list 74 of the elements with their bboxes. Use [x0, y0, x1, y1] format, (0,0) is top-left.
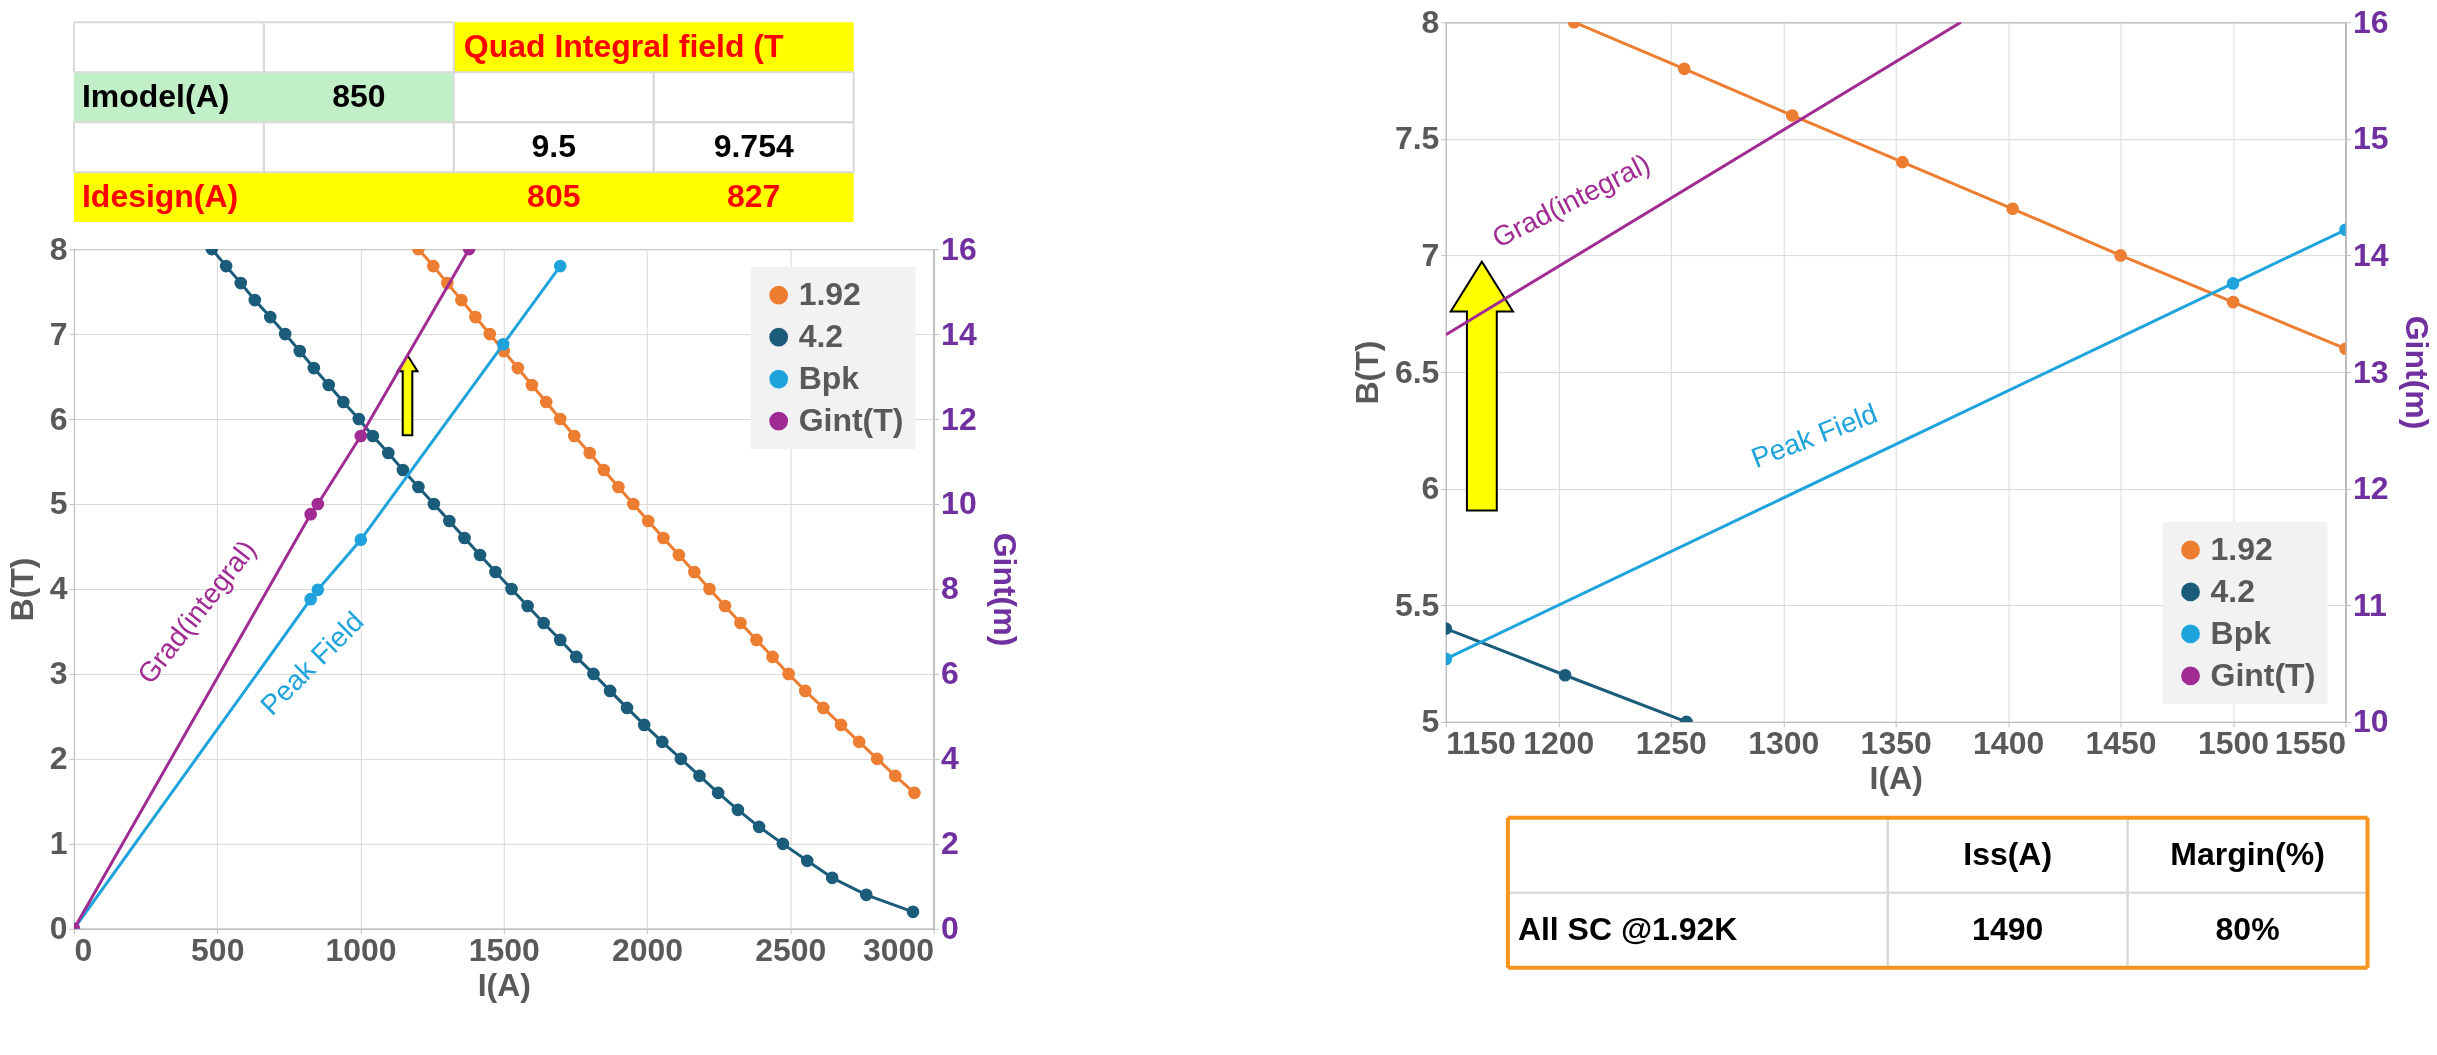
x-tick-label: 1500: [2197, 725, 2270, 762]
text: Margin(%): [2170, 835, 2325, 872]
text: Quad Integral field (T: [463, 28, 784, 65]
x-tick-label: 3000: [862, 932, 935, 969]
y2-tick-label: 10: [2352, 703, 2389, 740]
y2-tick-label: 11: [2352, 586, 2387, 623]
y2-tick-label: 16: [2352, 3, 2389, 40]
y-tick-label: 8: [49, 230, 68, 267]
y2-axis-title: Gint(m): [2398, 315, 2435, 430]
y2-tick-label: 14: [2352, 236, 2389, 273]
legend-label: Gint(T): [798, 402, 904, 439]
x-tick-label: 0: [74, 932, 93, 969]
x-tick-label: 1250: [1635, 725, 1707, 762]
text: 827: [727, 178, 781, 215]
y2-tick-label: 2: [941, 825, 959, 862]
text: 850: [332, 78, 386, 115]
x-tick-label: 1450: [2085, 725, 2157, 762]
legend-label: Bpk: [798, 360, 860, 397]
y2-tick-label: 8: [941, 570, 959, 607]
y-tick-label: 6: [1421, 470, 1440, 507]
y2-tick-label: 4: [941, 740, 960, 777]
y2-tick-label: 6: [941, 655, 959, 692]
x-tick-label: 1150: [1446, 725, 1516, 762]
y2-tick-label: 16: [941, 230, 977, 267]
y-tick-label: 4: [49, 570, 68, 607]
y2-tick-label: 12: [941, 400, 977, 437]
text: Idesign(A): [81, 178, 239, 215]
legend-label: Gint(T): [2210, 656, 2316, 693]
x-tick-label: 500: [191, 932, 245, 969]
y-tick-label: 5: [49, 485, 68, 522]
legend-label: 1.92: [798, 276, 861, 313]
x-tick-label: 1300: [1748, 725, 1820, 762]
text: Iss(A): [1963, 835, 2053, 872]
x-tick-label: 1200: [1523, 725, 1595, 762]
legend-label: 1.92: [2210, 530, 2273, 567]
y-tick-label: 7.5: [1394, 120, 1440, 157]
y2-tick-label: 12: [2352, 470, 2389, 507]
y2-tick-label: 15: [2352, 120, 2389, 157]
y-tick-label: 5.5: [1394, 586, 1440, 623]
y-tick-label: 6: [49, 400, 68, 437]
y-tick-label: 2: [49, 740, 68, 777]
text: 9.754: [713, 128, 794, 165]
y-tick-label: 8: [1421, 3, 1440, 40]
y2-tick-label: 14: [941, 315, 977, 352]
legend-label: 4.2: [798, 318, 844, 355]
legend-label: 4.2: [2210, 572, 2255, 609]
y-tick-label: 5: [1421, 703, 1440, 740]
y-tick-label: 7: [1421, 236, 1440, 273]
y-tick-label: 6.5: [1394, 353, 1440, 390]
x-axis-title: I(A): [1869, 760, 1923, 797]
y2-axis-title: Gint(m): [986, 532, 1023, 647]
y2-tick-label: 13: [2352, 353, 2389, 390]
text: 80%: [2215, 910, 2280, 947]
y-axis-title: B(T): [1348, 340, 1385, 405]
text: 805: [527, 178, 581, 215]
y2-tick-label: 10: [941, 485, 977, 522]
x-tick-label: 1400: [1973, 725, 2045, 762]
text: 9.5: [531, 128, 576, 165]
y-tick-label: 3: [49, 655, 68, 692]
annotation: Peak Field: [1746, 397, 1882, 474]
x-tick-label: 1350: [1860, 725, 1932, 762]
text: All SC @1.92K: [1517, 910, 1738, 947]
text: Imodel(A): [81, 78, 230, 115]
x-axis-title: I(A): [477, 967, 531, 1004]
x-tick-label: 2500: [755, 932, 827, 969]
x-tick-label: 1500: [468, 932, 540, 969]
legend-label: Bpk: [2210, 614, 2272, 651]
y-tick-label: 1: [49, 825, 68, 862]
y-axis-title: B(T): [3, 557, 40, 622]
x-tick-label: 1000: [325, 932, 397, 969]
text: 1490: [1972, 910, 2044, 947]
x-tick-label: 2000: [612, 932, 684, 969]
x-tick-label: 1550: [2274, 725, 2346, 762]
y-tick-label: 7: [49, 315, 68, 352]
